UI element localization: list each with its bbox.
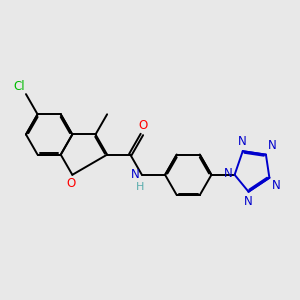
Text: N: N bbox=[272, 179, 280, 192]
Text: O: O bbox=[67, 177, 76, 190]
Text: N: N bbox=[244, 194, 253, 208]
Text: H: H bbox=[136, 182, 144, 192]
Text: N: N bbox=[268, 139, 277, 152]
Text: N: N bbox=[238, 135, 247, 148]
Text: N: N bbox=[131, 168, 140, 181]
Text: N: N bbox=[224, 167, 233, 180]
Text: O: O bbox=[138, 119, 148, 132]
Text: Cl: Cl bbox=[13, 80, 25, 93]
